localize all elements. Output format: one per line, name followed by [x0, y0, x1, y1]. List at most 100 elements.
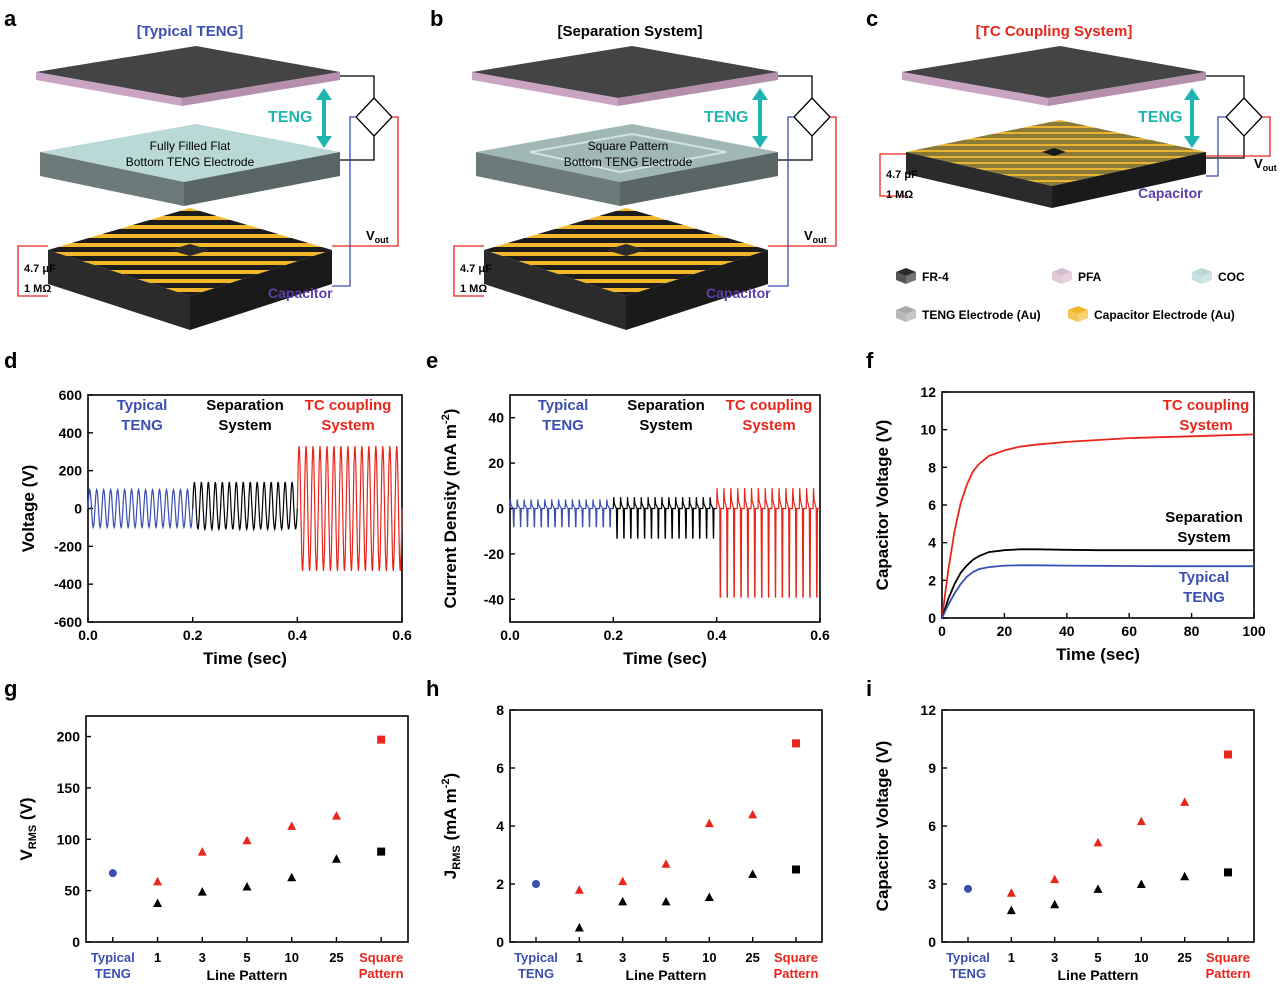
series-label: TC coupling [305, 397, 392, 414]
x-tick-label: TENG [95, 966, 131, 981]
x-tick-label: 3 [619, 950, 626, 965]
resistance-label: 1 MΩ [24, 283, 51, 295]
y-axis-label-part: Current Density (mA m [441, 424, 460, 609]
y-tick-label: 8 [928, 459, 936, 475]
data-point [792, 739, 800, 748]
legend-label: Capacitor Electrode (Au) [1094, 308, 1235, 322]
electrode-label: Fully Filled Flat [150, 139, 231, 153]
data-point [1050, 874, 1060, 884]
series-label: System [218, 417, 271, 434]
x-tick-label: 0.0 [78, 627, 98, 643]
data-point [748, 869, 758, 878]
panel-letter: g [4, 676, 17, 701]
series-line [716, 488, 820, 598]
series-label: TC coupling [1163, 397, 1250, 414]
tc-plate: Capacitor [906, 120, 1206, 208]
x-tick-label: Pattern [359, 966, 404, 981]
data-point [1180, 797, 1190, 806]
top-plate [472, 46, 778, 106]
legend-item: FR-4 [896, 268, 949, 284]
data-point [1093, 884, 1103, 893]
legend-swatch-side [906, 310, 916, 322]
series-line [87, 487, 194, 530]
data-point [1224, 868, 1232, 877]
x-tick-label: 1 [154, 950, 161, 965]
x-tick-label: 0.4 [707, 627, 727, 643]
x-tick-label: 3 [199, 950, 206, 965]
x-tick-label: Pattern [774, 966, 819, 981]
legend-swatch-side [906, 272, 916, 284]
series-label: TC coupling [726, 397, 813, 414]
circuit [17, 75, 399, 297]
series-line [509, 499, 614, 528]
x-tick-label: 5 [1094, 950, 1101, 965]
capacitance-label: 4.7 μF [24, 263, 56, 275]
chart-panel-e: e -40 -20 0 20 40 0.0 0.2 0.4 0.6 Time (sec) Typica… [426, 348, 830, 668]
x-tick-label: 25 [745, 950, 759, 965]
y-axis-label-part: ) [441, 773, 460, 779]
data-point [618, 896, 628, 906]
legend-label: PFA [1078, 270, 1102, 284]
teng-label: TENG [268, 109, 312, 126]
data-point [574, 923, 584, 932]
series-label: System [742, 417, 795, 434]
vout-label: Vout [1254, 156, 1277, 173]
plot-frame [85, 715, 409, 943]
y-tick-label: -200 [54, 538, 82, 554]
y-axis-label: Capacitor Voltage (V) [873, 741, 892, 912]
y-tick-label: 0 [72, 934, 80, 950]
data-point [1006, 888, 1016, 897]
capacitor-plate: Capacitor [48, 208, 333, 330]
x-tick-label: 0.6 [810, 627, 830, 643]
middle-plate: Fully Filled Flat Bottom TENG Electrode [40, 124, 340, 206]
legend-label: COC [1218, 270, 1245, 284]
y-axis-label-part: -2 [440, 778, 452, 788]
y-tick-label: 150 [57, 780, 81, 796]
y-tick-label: 200 [59, 463, 83, 479]
x-tick-label: 0.2 [183, 627, 203, 643]
x-axis-label: Time (sec) [1056, 645, 1140, 664]
legend-swatch-side [1192, 272, 1202, 284]
x-tick-label: 100 [1242, 623, 1266, 639]
data-point [661, 859, 671, 868]
data-point [331, 811, 341, 820]
data-point [1136, 879, 1146, 888]
y-tick-label: 2 [928, 572, 936, 588]
y-tick-label: 20 [488, 455, 504, 471]
panel-letter: c [866, 6, 878, 31]
x-tick-label: 10 [1134, 950, 1148, 965]
series-label: System [1177, 529, 1230, 546]
top-plate [902, 46, 1206, 106]
panel-c: c [TC Coupling System] Capacitor TENG [866, 6, 1277, 322]
x-tick-label: 1 [1008, 950, 1015, 965]
y-tick-label: 0 [928, 610, 936, 626]
y-tick-label: 8 [496, 702, 504, 718]
capacitance-label: 4.7 μF [460, 263, 492, 275]
data-point [1050, 899, 1060, 909]
y-tick-label: 0 [74, 501, 82, 517]
series-label: TENG [542, 417, 584, 434]
data-point [197, 847, 207, 856]
y-tick-label: 10 [920, 422, 936, 438]
x-axis-label: Line Pattern [626, 967, 707, 983]
x-axis-label: Time (sec) [623, 649, 707, 668]
data-point [704, 892, 714, 902]
x-tick-label: Typical [514, 950, 558, 965]
legend-swatch-side [896, 310, 906, 322]
chart-panel-d: d -600 -400 -200 0 200 400 600 0.0 0.2 0.4 0.6 Time … [4, 348, 412, 668]
series-label: Typical [117, 397, 168, 414]
x-tick-label: 40 [1059, 623, 1075, 639]
x-tick-label: Square [1206, 950, 1250, 965]
panel-title: [TC Coupling System] [976, 23, 1133, 40]
y-tick-label: 12 [920, 384, 936, 400]
series-label: System [639, 417, 692, 434]
series-label: Separation [1165, 509, 1243, 526]
y-axis-label: Capacitor Voltage (V) [873, 420, 892, 591]
teng-arrow: TENG [704, 88, 768, 148]
legend-swatch-side [1078, 310, 1088, 322]
data-point [287, 821, 297, 830]
